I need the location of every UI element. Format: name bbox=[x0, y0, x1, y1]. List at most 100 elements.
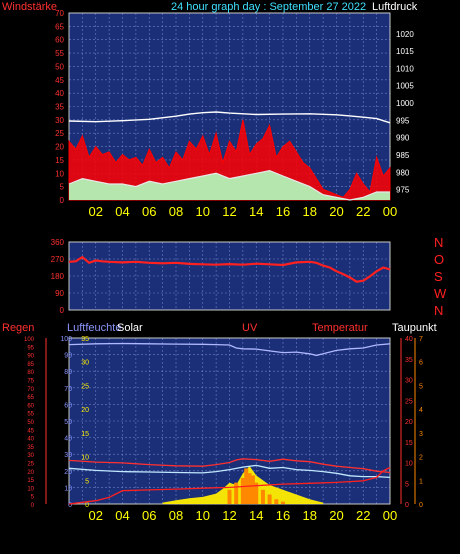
sensor-ytick-label: 20 bbox=[405, 419, 413, 426]
pressure-series bbox=[68, 111, 391, 124]
sensor-xtick-label: 04 bbox=[115, 508, 129, 523]
wind-pressure-panel: 0510152025303540455055606570975980985990… bbox=[55, 9, 414, 219]
sensor-ytick-label: 2 bbox=[419, 455, 423, 462]
wind-ytick-label: 20 bbox=[55, 143, 64, 152]
sensor-ytick-label: 30 bbox=[81, 360, 89, 367]
wind-xtick-label: 02 bbox=[89, 204, 103, 219]
sensor-ytick-label: 0 bbox=[405, 502, 409, 509]
sensor-ytick-label: 0 bbox=[85, 502, 89, 509]
wind-xtick-label: 12 bbox=[222, 204, 236, 219]
uv-bar bbox=[281, 501, 285, 504]
direction-compass-label: W bbox=[434, 286, 447, 301]
sensor-ytick-label: 20 bbox=[81, 407, 89, 414]
uv-bar bbox=[247, 473, 252, 504]
wind-ytick-label: 5 bbox=[60, 183, 65, 192]
sensor-ytick-label: 15 bbox=[81, 431, 89, 438]
sensor-ytick-label: 60 bbox=[27, 403, 34, 409]
pressure-ytick-label: 1015 bbox=[396, 47, 414, 56]
sensor-xtick-label: 20 bbox=[329, 508, 343, 523]
sensor-xtick-label: 02 bbox=[89, 508, 103, 523]
page-title: 24 hour graph day : September 27 2022 bbox=[171, 1, 366, 13]
sensor-ytick-label: 5 bbox=[405, 481, 409, 488]
wind-xtick-label: 22 bbox=[356, 204, 370, 219]
sensor-ytick-label: 5 bbox=[31, 495, 35, 501]
sensor-ytick-label: 30 bbox=[405, 378, 413, 385]
wind-ytick-label: 25 bbox=[55, 129, 64, 138]
wind-ytick-label: 65 bbox=[55, 22, 64, 31]
wind-ytick-label: 35 bbox=[55, 103, 64, 112]
sensor-xtick-label: 22 bbox=[356, 508, 370, 523]
sensor-ytick-label: 10 bbox=[405, 461, 413, 468]
wind-xtick-label: 04 bbox=[115, 204, 129, 219]
sensor-ytick-label: 25 bbox=[27, 462, 34, 468]
sensor-ytick-label: 70 bbox=[64, 386, 72, 393]
solar-label: Solar bbox=[117, 322, 143, 334]
pressure-ytick-label: 980 bbox=[396, 168, 410, 177]
sensor-ytick-label: 90 bbox=[27, 354, 34, 360]
sensor-ytick-label: 6 bbox=[419, 360, 423, 367]
direction-ytick-label: 180 bbox=[51, 272, 65, 281]
sensor-ytick-label: 20 bbox=[64, 469, 72, 476]
sensor-ytick-label: 40 bbox=[405, 336, 413, 343]
sensor-ytick-label: 50 bbox=[27, 420, 34, 426]
sensor-ytick-label: 7 bbox=[419, 336, 423, 343]
sensor-ytick-label: 85 bbox=[27, 362, 34, 368]
sensor-ytick-label: 15 bbox=[405, 440, 413, 447]
wind-xtick-label: 14 bbox=[249, 204, 263, 219]
uv-bar bbox=[240, 477, 245, 504]
wind-xtick-label: 10 bbox=[196, 204, 210, 219]
uv-bar bbox=[254, 482, 259, 504]
direction-ytick-label: 360 bbox=[51, 238, 65, 247]
sensor-ytick-label: 40 bbox=[64, 436, 72, 443]
sensor-xtick-label: 00 bbox=[383, 508, 397, 523]
direction-ytick-label: 270 bbox=[51, 255, 65, 264]
sensor-ytick-label: 30 bbox=[64, 452, 72, 459]
sensor-ytick-label: 100 bbox=[24, 337, 35, 343]
temperature-label: Temperatur bbox=[312, 322, 368, 334]
sensor-xtick-label: 08 bbox=[169, 508, 183, 523]
sensor-ytick-label: 60 bbox=[64, 402, 72, 409]
sensor-ytick-label: 4 bbox=[419, 407, 423, 414]
sensor-ytick-label: 20 bbox=[27, 470, 34, 476]
sensor-ytick-label: 75 bbox=[27, 379, 34, 385]
rain-label: Regen bbox=[2, 322, 34, 334]
wind-xtick-label: 20 bbox=[329, 204, 343, 219]
sensor-ytick-label: 5 bbox=[419, 383, 423, 390]
sensor-ytick-label: 50 bbox=[64, 419, 72, 426]
pressure-ytick-label: 975 bbox=[396, 186, 410, 195]
rain-series bbox=[68, 466, 391, 505]
sensor-xtick-label: 12 bbox=[222, 508, 236, 523]
sensor-xtick-label: 06 bbox=[142, 508, 156, 523]
direction-compass-label: N bbox=[434, 303, 443, 318]
wind-xtick-label: 00 bbox=[383, 204, 397, 219]
sensor-ytick-label: 95 bbox=[27, 345, 34, 351]
sensor-ytick-label: 10 bbox=[64, 485, 72, 492]
dewpoint-label: Taupunkt bbox=[392, 322, 437, 334]
sensor-ytick-label: 15 bbox=[27, 478, 34, 484]
wind-avg-series bbox=[68, 169, 390, 201]
sensor-ytick-label: 45 bbox=[27, 428, 34, 434]
pressure-ytick-label: 1005 bbox=[396, 82, 414, 91]
sensor-ytick-label: 35 bbox=[405, 357, 413, 364]
wind-ytick-label: 70 bbox=[55, 9, 64, 18]
sensor-ytick-label: 80 bbox=[64, 369, 72, 376]
sensor-ytick-label: 40 bbox=[27, 437, 34, 443]
wind-ytick-label: 40 bbox=[55, 89, 64, 98]
direction-compass-label: N bbox=[434, 235, 443, 250]
dewpoint-series bbox=[68, 464, 391, 479]
sensor-ytick-label: 0 bbox=[68, 502, 72, 509]
wind-xtick-label: 08 bbox=[169, 204, 183, 219]
direction-compass-label: S bbox=[434, 269, 443, 284]
uv-bar bbox=[250, 475, 255, 504]
direction-frame bbox=[68, 241, 391, 311]
multi-sensor-panel: 0510152025303540455055606570758085909510… bbox=[24, 336, 423, 523]
sensor-ytick-label: 10 bbox=[27, 486, 34, 492]
pressure-ytick-label: 1020 bbox=[396, 30, 414, 39]
wind-ytick-label: 55 bbox=[55, 49, 64, 58]
sensor-ytick-label: 10 bbox=[81, 455, 89, 462]
sensor-xtick-label: 16 bbox=[276, 508, 290, 523]
wind-ytick-label: 45 bbox=[55, 76, 64, 85]
sensor-ytick-label: 35 bbox=[81, 336, 89, 343]
sensor-ytick-label: 1 bbox=[419, 478, 423, 485]
uv-label: UV bbox=[242, 322, 258, 334]
